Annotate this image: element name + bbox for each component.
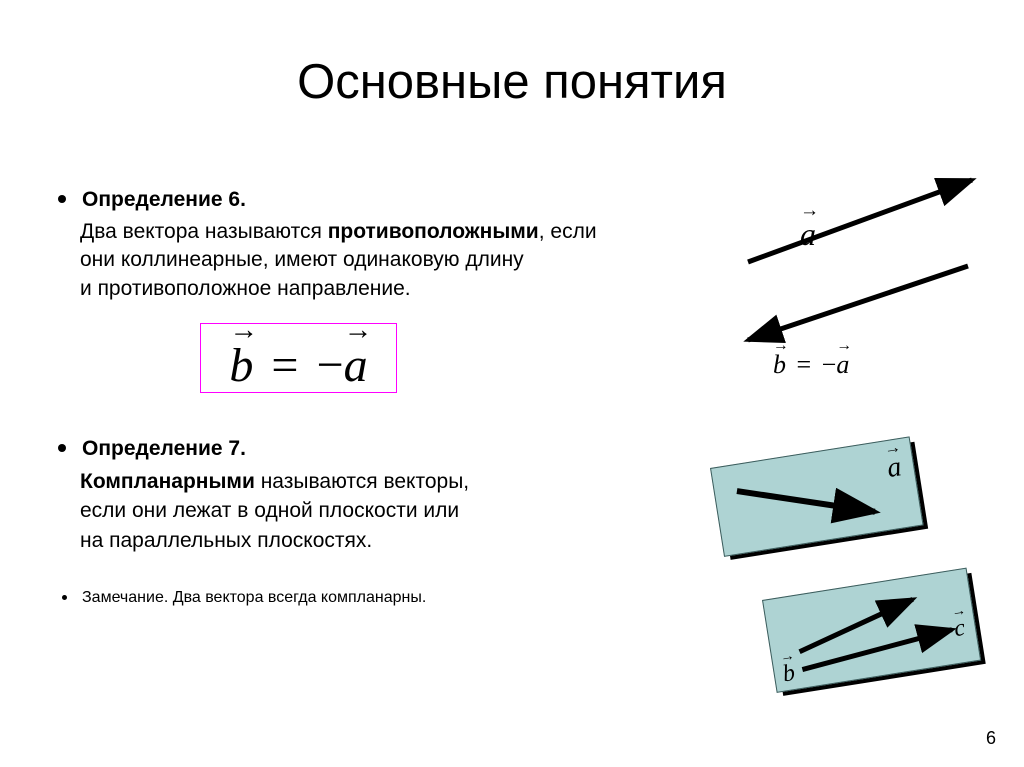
def6-body: Два вектора называются противоположными,…: [80, 218, 605, 303]
def6-line3: и противоположное направление.: [80, 275, 605, 303]
def7-line3: на параллельных плоскостях.: [80, 526, 605, 555]
plane-a: →a: [710, 436, 924, 556]
def7-head: Определение 7.: [82, 437, 605, 461]
def7-line2: если они лежат в одной плоскости или: [80, 496, 605, 525]
vec-a: →a: [344, 323, 368, 392]
plane-bc: →b →c: [762, 568, 981, 693]
vec-bc-svg: [763, 569, 980, 692]
def7-line1: Компланарными называются векторы,: [80, 467, 605, 496]
def6-line2: они коллинеарные, имеют одинаковую длину: [80, 246, 605, 274]
diagram-opposite-vectors: →a →b = −→a: [740, 176, 990, 376]
equation-small: →b = −→a: [773, 342, 849, 380]
bullet-icon: [62, 595, 67, 600]
page-title: Основные понятия: [0, 54, 1024, 110]
bullet-icon: [58, 195, 66, 203]
diagram-coplanar: →a →b: [680, 440, 1000, 740]
slide: Основные понятия Определение 6. Два вект…: [0, 0, 1024, 767]
note-text: Замечание. Два вектора всегда компланарн…: [82, 589, 605, 607]
note-row: Замечание. Два вектора всегда компланарн…: [50, 589, 605, 607]
page-number: 6: [986, 728, 996, 749]
def6-head: Определение 6.: [82, 188, 605, 212]
label-a: →a: [800, 206, 816, 253]
vec-b: →b: [229, 323, 253, 392]
equation-main: →b = −→a: [200, 323, 397, 393]
def7-head-row: Определение 7.: [50, 437, 605, 461]
equation-main-content: →b = −→a: [229, 323, 367, 392]
left-column: Определение 6. Два вектора называются пр…: [50, 188, 605, 607]
def6-line1: Два вектора называются противоположными,…: [80, 218, 605, 246]
def7-body: Компланарными называются векторы, если о…: [80, 467, 605, 555]
def6-head-row: Определение 6.: [50, 188, 605, 212]
bullet-icon: [58, 444, 66, 452]
